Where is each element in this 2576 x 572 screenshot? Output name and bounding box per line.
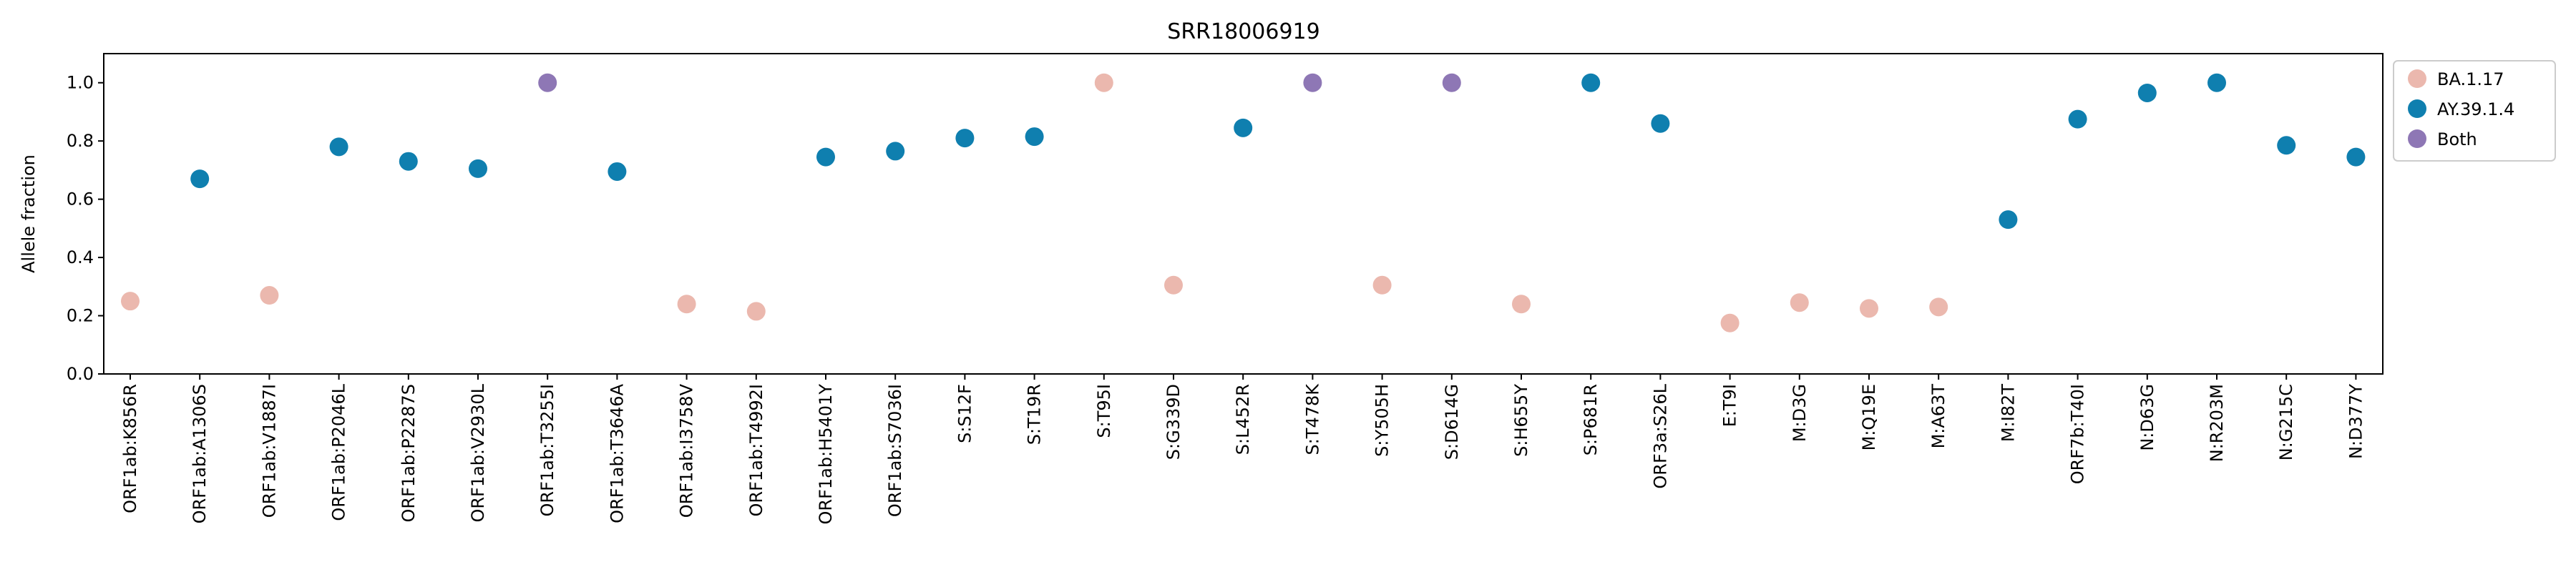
x-tick-label: S:D614G (1442, 384, 1462, 460)
data-point (2207, 73, 2226, 92)
data-point (1790, 293, 1809, 312)
x-tick-label: M:D3G (1790, 384, 1810, 442)
data-point (816, 147, 835, 167)
data-point (1581, 73, 1601, 92)
data-point (2137, 83, 2157, 102)
x-tick-label: S:H655Y (1511, 384, 1531, 457)
legend-label: BA.1.17 (2437, 69, 2504, 89)
x-tick-label: M:I82T (1998, 384, 2018, 442)
x-tick-label: ORF1ab:A1306S (190, 384, 210, 523)
data-point (1372, 275, 1392, 295)
x-tick-label: ORF1ab:I3758V (677, 383, 697, 518)
x-axis: ORF1ab:K856R ORF1ab:A1306S ORF1ab:V1887I OR… (120, 374, 2366, 524)
data-point (955, 129, 975, 148)
y-tick-label: 1.0 (67, 73, 94, 93)
x-tick-label: ORF1ab:H5401Y (816, 384, 836, 525)
x-tick-label: S:T95I (1094, 384, 1114, 438)
data-point (2277, 136, 2296, 155)
x-tick-label: N:D377Y (2346, 384, 2366, 459)
y-tick-label: 0.0 (67, 364, 94, 384)
x-tick-label: ORF1ab:T3255I (537, 384, 557, 516)
data-point (1025, 127, 1044, 147)
legend-frame (2393, 60, 2556, 162)
data-point (1512, 295, 1531, 314)
x-tick-label: S:Y505H (1372, 384, 1392, 457)
legend-marker (2408, 129, 2426, 148)
x-tick-label: N:D63G (2137, 384, 2157, 451)
y-tick-label: 0.4 (67, 247, 94, 267)
data-point (886, 142, 905, 161)
data-point (469, 159, 487, 178)
x-tick-label: ORF1ab:S7036I (885, 384, 905, 517)
data-point (1094, 73, 1113, 92)
x-tick-label: S:L452R (1233, 384, 1253, 455)
y-tick-label: 0.2 (67, 306, 94, 326)
data-point (329, 137, 348, 157)
x-tick-label: ORF1ab:P2287S (399, 384, 419, 522)
y-tick-label: 0.6 (67, 189, 94, 209)
x-tick-label: E:T9I (1720, 384, 1740, 427)
data-point (121, 292, 140, 311)
x-tick-label: ORF1ab:V2930L (468, 383, 488, 522)
x-tick-label: S:G339D (1163, 384, 1184, 460)
data-point (1164, 275, 1183, 295)
x-tick-label: M:Q19E (1859, 384, 1879, 450)
legend-marker (2408, 69, 2426, 88)
data-point (260, 286, 279, 305)
legend: BA.1.17 AY.39.1.4 Both (2393, 60, 2556, 162)
legend-marker (2408, 99, 2426, 118)
data-point (2068, 109, 2087, 129)
data-point (1234, 118, 1253, 137)
x-tick-label: ORF1ab:T3646A (607, 383, 627, 523)
data-point (1999, 210, 2018, 230)
data-point (1442, 73, 1461, 92)
x-tick-label: S:S12F (955, 384, 975, 443)
x-tick-label: ORF7b:T40I (2068, 384, 2088, 484)
x-tick-label: S:T19R (1025, 384, 1045, 445)
legend-label: AY.39.1.4 (2437, 99, 2514, 119)
data-point (399, 152, 418, 171)
data-point (1720, 313, 1740, 332)
x-tick-label: ORF3a:S26L (1650, 383, 1670, 488)
data-point (2346, 147, 2366, 167)
data-point (1860, 299, 1878, 318)
x-tick-label: ORF1ab:P2046L (329, 383, 349, 521)
y-tick-label: 0.8 (67, 131, 94, 151)
x-tick-label: N:R203M (2207, 384, 2227, 462)
x-tick-label: S:P681R (1581, 384, 1601, 455)
plot-area (103, 53, 2384, 375)
data-point (677, 295, 696, 314)
x-tick-label: ORF1ab:V1887I (259, 384, 279, 518)
data-point (1303, 73, 1322, 92)
data-points (121, 73, 2366, 332)
x-tick-label: ORF1ab:K856R (120, 384, 140, 513)
y-axis-label: Allele fraction (19, 154, 39, 273)
x-tick-label: ORF1ab:T4992I (746, 384, 766, 516)
legend-label: Both (2437, 129, 2477, 149)
y-axis: 0.0 0.2 0.4 0.6 0.8 1.0 (67, 73, 104, 384)
data-point (608, 162, 627, 181)
x-tick-label: S:T478K (1302, 383, 1322, 455)
data-point (1651, 114, 1670, 133)
chart-title: SRR18006919 (1167, 19, 1319, 44)
x-tick-label: M:A63T (1928, 384, 1948, 449)
data-point (746, 302, 766, 321)
data-point (1929, 297, 1948, 317)
x-tick-label: N:G215C (2276, 384, 2296, 460)
data-point (190, 169, 210, 189)
data-point (538, 73, 557, 92)
